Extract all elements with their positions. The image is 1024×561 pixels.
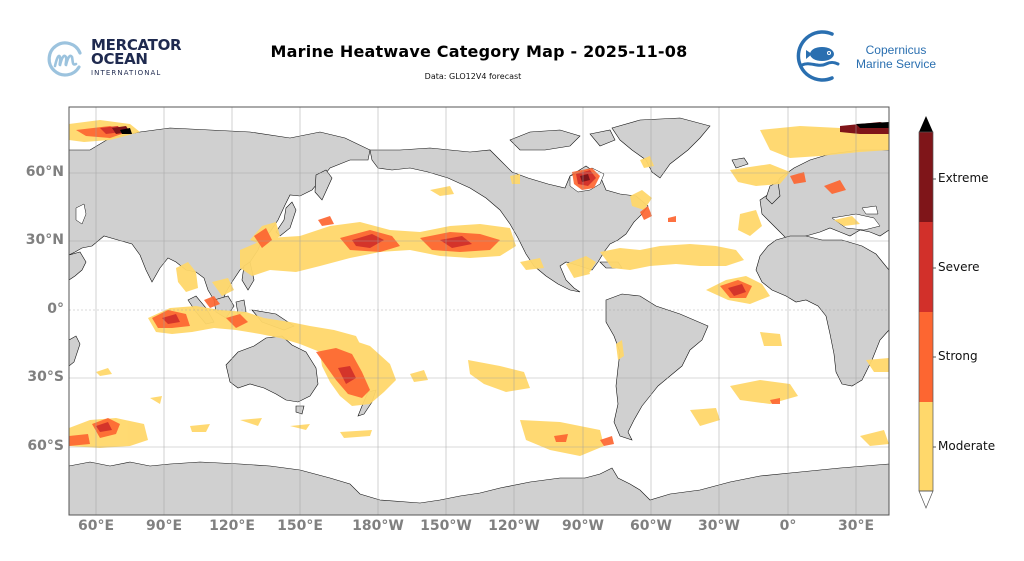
gridlines bbox=[69, 107, 889, 515]
mercator-logo-line1: MERCATOR bbox=[91, 36, 182, 54]
lon-label-90w: 90°W bbox=[562, 518, 604, 534]
page-title: Marine Heatwave Category Map - 2025-11-0… bbox=[0, 42, 1024, 61]
colorbar-label-moderate: Moderate bbox=[938, 439, 996, 453]
lat-label-30s: 30°S bbox=[27, 369, 64, 385]
copernicus-logo-line2: Marine Service bbox=[855, 57, 937, 71]
lat-label-60n: 60°N bbox=[25, 164, 64, 180]
colorbar-strong bbox=[919, 312, 933, 402]
lon-label-60e: 60°E bbox=[77, 518, 115, 534]
mercator-ocean-logo: MERCATOR OCEAN INTERNATIONAL bbox=[46, 36, 186, 82]
copernicus-logo-line1: Copernicus bbox=[865, 43, 927, 57]
mercator-logo-line3: INTERNATIONAL bbox=[91, 69, 162, 77]
copernicus-marine-logo: Copernicus Marine Service bbox=[792, 28, 942, 84]
colorbar-under-arrow bbox=[918, 490, 934, 509]
colorbar-label-extreme: Extreme bbox=[938, 171, 989, 185]
map-plot-area bbox=[69, 107, 889, 515]
title-text: Marine Heatwave Category Map - 2025-11-0… bbox=[270, 42, 688, 61]
heatwave-patches bbox=[69, 120, 889, 456]
colorbar-over-arrow bbox=[919, 116, 933, 132]
colorbar bbox=[918, 116, 936, 509]
lon-label-30w: 30°W bbox=[698, 518, 740, 534]
colorbar-label-strong: Strong bbox=[938, 349, 978, 363]
fish-wave-icon bbox=[796, 30, 840, 82]
colorbar-extreme bbox=[919, 132, 933, 222]
mercator-m-circle-icon bbox=[47, 41, 82, 77]
lon-label-30e: 30°E bbox=[837, 518, 875, 534]
lon-label-0: 0° bbox=[779, 518, 797, 534]
lon-label-180w: 180°W bbox=[352, 518, 404, 534]
lon-label-60w: 60°W bbox=[630, 518, 672, 534]
data-source-subtitle: Data: GLO12V4 forecast bbox=[0, 72, 1024, 81]
lon-label-150e: 150°E bbox=[277, 518, 323, 534]
lat-label-30n: 30°N bbox=[25, 232, 64, 248]
lon-label-120w: 120°W bbox=[488, 518, 540, 534]
lon-label-150w: 150°W bbox=[420, 518, 472, 534]
black-sea bbox=[861, 205, 879, 215]
lat-label-0: 0° bbox=[47, 301, 64, 317]
lon-label-90e: 90°E bbox=[145, 518, 183, 534]
lat-label-60s: 60°S bbox=[27, 438, 64, 454]
colorbar-label-severe: Severe bbox=[938, 260, 980, 274]
map-frame bbox=[68, 106, 890, 516]
colorbar-moderate bbox=[919, 402, 933, 491]
subtitle-text: Data: GLO12V4 forecast bbox=[424, 72, 522, 81]
mercator-logo-line2: OCEAN bbox=[91, 50, 148, 68]
over-extreme-patches bbox=[120, 122, 889, 134]
lon-label-120e: 120°E bbox=[209, 518, 255, 534]
caspian-sea bbox=[75, 203, 87, 225]
colorbar-severe bbox=[919, 222, 933, 312]
